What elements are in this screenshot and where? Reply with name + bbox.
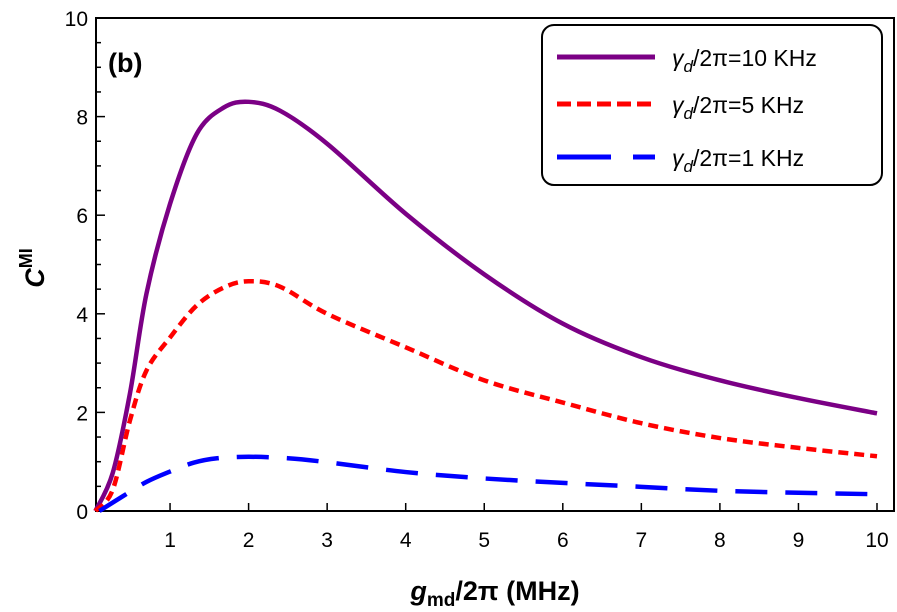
x-axis-title-sub: md <box>427 590 456 611</box>
legend-label-part: d <box>684 104 694 123</box>
legend-label-part: d <box>684 157 694 176</box>
legend-label-part: γ <box>672 145 685 171</box>
x-tick-label: 3 <box>321 529 333 552</box>
x-tick-label: 6 <box>557 529 569 552</box>
y-axis-title-sup: MI <box>16 248 36 268</box>
x-tick-label: 9 <box>793 529 805 552</box>
legend-label-part: /2π=1 KHz <box>693 145 804 171</box>
panel-label: (b) <box>108 48 142 78</box>
legend-label-part: d <box>684 57 694 76</box>
y-tick-label: 10 <box>65 8 88 31</box>
legend-label-part: /2π=5 KHz <box>693 92 804 118</box>
series-line-1 <box>93 99 878 512</box>
legend-label-part: /2π=10 KHz <box>693 45 817 71</box>
y-axis-title-main: C <box>20 268 50 288</box>
legend-label-3: γd/2π=1 KHz <box>672 145 804 176</box>
x-tick-label: 2 <box>243 529 255 552</box>
y-tick-label: 4 <box>76 304 88 327</box>
y-tick-label: 0 <box>76 501 88 524</box>
x-tick-label: 5 <box>478 529 490 552</box>
legend-label-2: γd/2π=5 KHz <box>672 92 804 123</box>
y-tick-label: 6 <box>76 205 88 228</box>
x-tick-label: 7 <box>636 529 648 552</box>
curves <box>93 99 878 513</box>
legend-label-1: γd/2π=10 KHz <box>672 45 817 76</box>
x-tick-label: 1 <box>164 529 176 552</box>
y-tick-label: 8 <box>76 107 88 130</box>
legend-label-part: γ <box>672 92 685 118</box>
y-tick-label: 2 <box>76 402 88 425</box>
x-tick-label: 10 <box>865 529 888 552</box>
series-line-2 <box>93 278 878 513</box>
legend-box <box>541 24 883 186</box>
x-tick-label: 8 <box>714 529 726 552</box>
legend-label-part: γ <box>672 45 685 71</box>
x-axis-title-rest: /2π (MHz) <box>455 576 579 606</box>
y-axis-title: CMI <box>16 248 50 288</box>
axes: 1 2 3 4 5 6 7 8 9 10 0 2 4 6 8 10 <box>65 8 895 552</box>
x-axis-title: gmd/2π (MHz) <box>409 576 579 611</box>
x-axis-title-main: g <box>409 576 427 606</box>
x-tick-label: 4 <box>400 529 412 552</box>
series-line-3 <box>98 454 878 513</box>
